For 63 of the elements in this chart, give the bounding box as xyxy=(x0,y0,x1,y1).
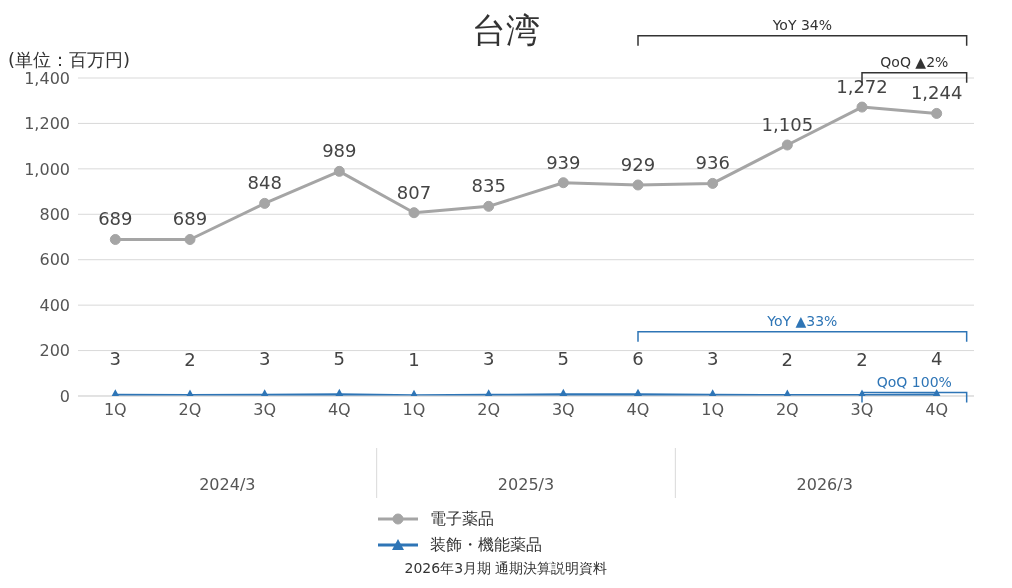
x-tick-label: 2Q xyxy=(477,400,501,420)
data-label: 2 xyxy=(184,348,196,370)
data-label: 1,244 xyxy=(910,82,963,104)
annotation: YoY ▲33% xyxy=(766,312,838,329)
data-label: 3 xyxy=(482,348,495,370)
point xyxy=(707,177,719,189)
legend-label: 装飾・機能薬品 xyxy=(430,534,542,556)
text: 2024/3 xyxy=(199,475,256,494)
data-label: 3 xyxy=(706,348,719,370)
data-label: 2 xyxy=(781,348,794,370)
x-tick-label: 2Q xyxy=(178,400,202,420)
x-tick-label: 1Q xyxy=(103,400,127,420)
x-tick-label: 1Q xyxy=(402,400,426,420)
data-label: 835 xyxy=(471,175,506,197)
x-tick-label: 3Q xyxy=(253,400,277,420)
text: 2026/3 xyxy=(796,475,853,494)
x-tick-label: 1Q xyxy=(701,400,725,420)
annotation: QoQ 100% xyxy=(876,373,952,390)
y-tick-label: 1,000 xyxy=(24,159,70,179)
x-tick-label: 4Q xyxy=(626,400,650,420)
data-label: 5 xyxy=(557,347,570,369)
point xyxy=(333,165,345,177)
data-label: 989 xyxy=(322,140,357,162)
point xyxy=(781,139,793,151)
data-label: 4 xyxy=(930,348,943,370)
y-tick-label: 600 xyxy=(39,250,70,270)
y-tick-label: 0 xyxy=(59,386,70,406)
point xyxy=(856,101,868,113)
data-label: 1,105 xyxy=(761,114,814,136)
data-label: 5 xyxy=(333,347,346,369)
bracket: YoY 34% xyxy=(637,16,968,47)
x-tick-label: 2Q xyxy=(775,400,799,420)
point xyxy=(483,200,495,212)
point xyxy=(408,207,420,219)
data-label: 1 xyxy=(408,348,420,370)
y-tick-label: 1,200 xyxy=(24,114,70,134)
data-label: 807 xyxy=(396,181,432,203)
text: 2026年3月期 通期決算説明資料 xyxy=(403,560,609,578)
chart-title: 台湾 xyxy=(472,10,540,50)
data-label: 2 xyxy=(856,348,868,370)
y-tick-label: 800 xyxy=(39,204,70,224)
point xyxy=(259,197,271,209)
text: 2025/3 xyxy=(497,475,555,494)
data-label: 936 xyxy=(695,152,730,174)
x-tick-label: 4Q xyxy=(327,400,351,420)
point xyxy=(184,234,196,245)
data-label: 6 xyxy=(632,347,644,369)
data-label: 3 xyxy=(258,348,271,370)
point xyxy=(632,179,644,191)
point xyxy=(109,234,121,245)
data-label: 3 xyxy=(109,348,122,370)
bracket: YoY ▲33% xyxy=(637,312,968,343)
data-label: 689 xyxy=(172,208,208,230)
data-label: 848 xyxy=(247,172,282,194)
legend-label: 電子薬品 xyxy=(430,508,494,530)
x-tick-label: 3Q xyxy=(551,400,575,420)
data-label: 939 xyxy=(546,151,581,173)
y-tick-label: 400 xyxy=(39,295,70,315)
point xyxy=(557,177,569,189)
y-tick-label: 200 xyxy=(39,341,70,361)
data-label: 689 xyxy=(98,208,133,230)
data-label: 929 xyxy=(620,153,656,175)
point xyxy=(931,107,943,119)
